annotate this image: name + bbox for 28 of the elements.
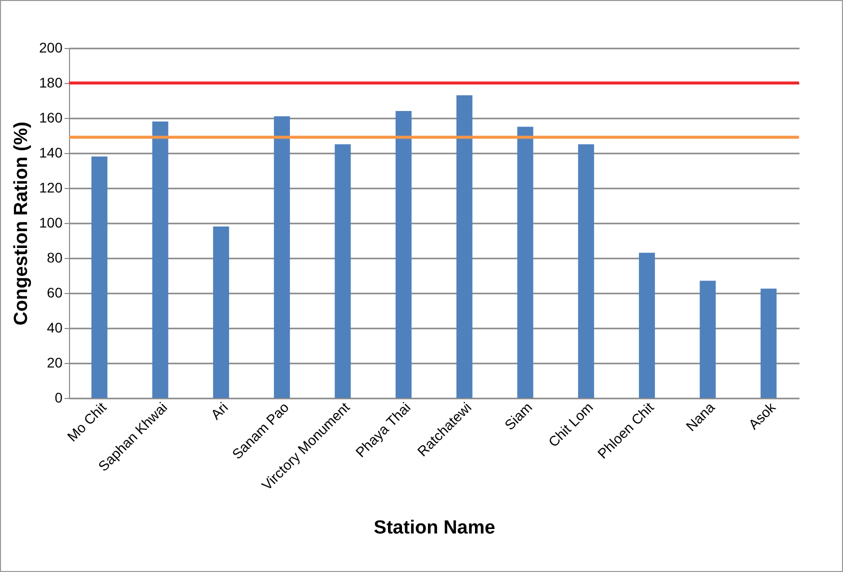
bar (638, 252, 655, 398)
bar (517, 126, 534, 398)
y-tick-label: 60 (46, 284, 63, 300)
y-tick-label: 40 (46, 320, 63, 336)
y-tick-label: 20 (46, 354, 63, 370)
bar (396, 111, 412, 398)
bar (700, 280, 716, 398)
bar (456, 95, 472, 398)
y-tick-label: 0 (54, 390, 63, 406)
y-tick-label: 160 (39, 110, 63, 126)
x-axis-title: Station Name (374, 517, 496, 538)
y-tick-label: 80 (46, 250, 63, 266)
y-tick-label: 120 (39, 180, 63, 196)
bar (578, 144, 594, 398)
bar (334, 144, 351, 398)
x-tick-label: Ari (208, 399, 231, 423)
x-tick-label: Chit Lom (545, 399, 596, 450)
y-tick-label: 180 (39, 74, 63, 90)
bar (152, 122, 168, 398)
bar (760, 288, 777, 398)
x-tick-label: Mo Chit (64, 399, 110, 445)
y-axis-title: Congestion Ration (%) (11, 122, 32, 326)
bar (213, 226, 230, 398)
bar (274, 116, 290, 398)
y-tick-label: 200 (39, 40, 63, 56)
bar (91, 156, 108, 398)
y-tick-label: 140 (39, 144, 63, 160)
y-tick-label: 100 (39, 214, 63, 230)
